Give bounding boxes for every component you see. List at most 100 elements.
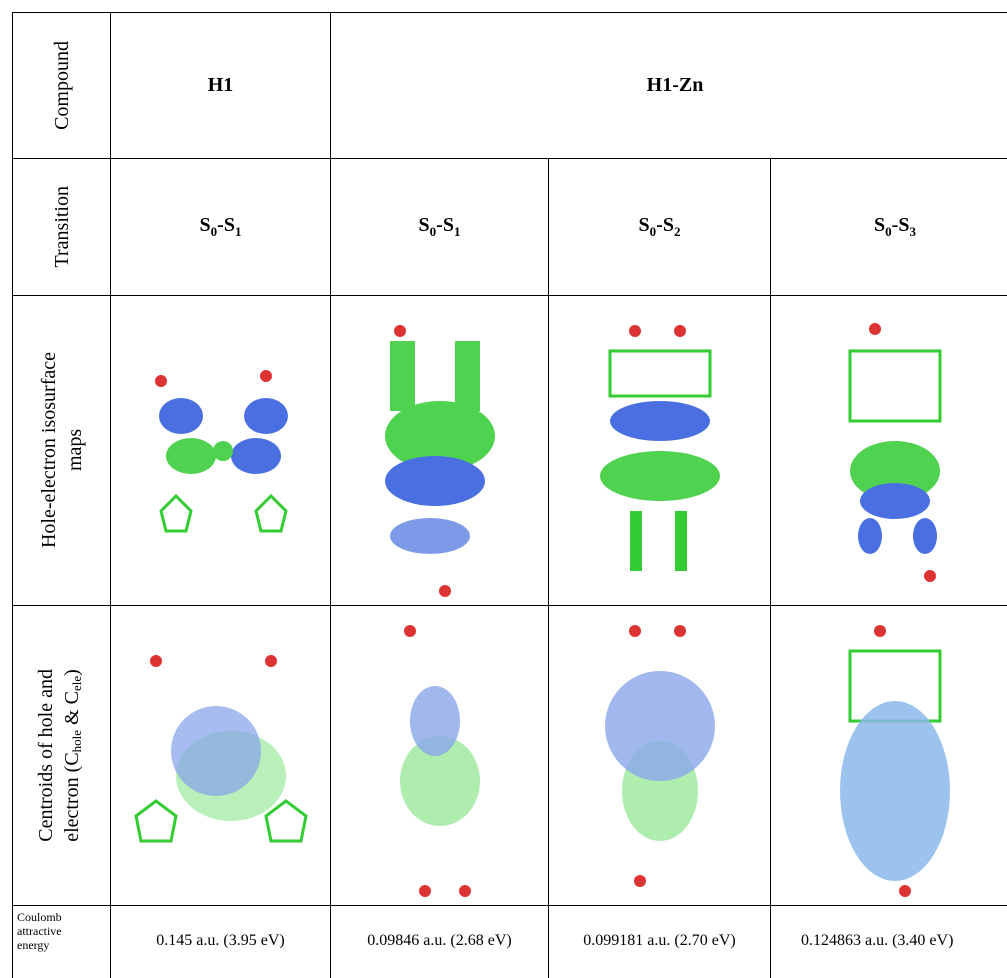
header-cell: Compound <box>12 12 111 159</box>
molecule-image <box>121 641 321 871</box>
coulomb-value: 0.09846 a.u. (2.68 eV) <box>367 932 511 950</box>
ring <box>161 496 191 531</box>
text: -S <box>436 214 454 236</box>
header-cell: Centroids of hole and electron (Chole & … <box>12 605 111 906</box>
molecule-image <box>131 361 311 541</box>
text: S <box>419 214 430 236</box>
subscript: ele <box>69 676 84 691</box>
isosurface <box>860 483 930 519</box>
molecule-image <box>360 611 520 901</box>
image-cell <box>330 605 549 906</box>
atom <box>394 325 406 337</box>
molecule-image <box>575 611 745 901</box>
atom <box>674 325 686 337</box>
subscript: hole <box>69 730 84 752</box>
row-header: Hole-electron isosurface maps <box>36 352 88 548</box>
compound: H1-Zn <box>647 74 704 97</box>
text: S <box>200 214 211 236</box>
coulomb-value: 0.124863 a.u. (3.40 eV) <box>801 932 953 950</box>
row-header: Centroids of hole and electron (Chole & … <box>33 669 90 842</box>
hole-centroid <box>840 701 950 881</box>
subscript: 1 <box>235 224 242 239</box>
text: -S <box>656 214 674 236</box>
isosurface <box>913 518 937 554</box>
text-line: maps <box>64 429 86 471</box>
row-header: Transition <box>49 186 75 268</box>
subscript: 3 <box>909 224 916 239</box>
image-cell <box>770 295 1007 606</box>
atom <box>404 625 416 637</box>
text-line: electron (Chole & Cele) <box>61 669 83 842</box>
coulomb-value: 0.099181 a.u. (2.70 eV) <box>583 932 735 950</box>
atom <box>459 885 471 897</box>
image-cell <box>330 295 549 606</box>
ring <box>610 351 710 396</box>
image-cell <box>548 605 771 906</box>
transition: S0-S1 <box>200 214 242 240</box>
text: ) <box>61 669 83 676</box>
transition: S0-S1 <box>419 214 461 240</box>
isosurface <box>455 341 480 411</box>
image-cell <box>770 605 1007 906</box>
isosurface <box>390 518 470 554</box>
text: S <box>639 214 650 236</box>
header-cell: Coulomb attractive energy <box>12 905 111 978</box>
ring <box>850 351 940 421</box>
text: & C <box>61 691 83 730</box>
subscript: 1 <box>454 224 461 239</box>
isosurface <box>600 451 720 501</box>
coulomb-value: 0.145 a.u. (3.95 eV) <box>156 932 284 950</box>
value-cell: 0.09846 a.u. (2.68 eV) <box>330 905 549 978</box>
value-cell: 0.099181 a.u. (2.70 eV) <box>548 905 771 978</box>
isosurface <box>159 398 203 434</box>
molecule-image <box>360 301 520 601</box>
row-header: Compound <box>49 41 75 130</box>
ring <box>266 801 306 841</box>
molecule-image <box>810 311 980 591</box>
atom <box>899 885 911 897</box>
atom <box>629 625 641 637</box>
text: -S <box>217 214 235 236</box>
image-cell <box>110 295 331 606</box>
header-cell: Transition <box>12 158 111 296</box>
transition: S0-S2 <box>639 214 681 240</box>
transition-cell: S0-S1 <box>110 158 331 296</box>
molecule-image <box>575 311 745 591</box>
text: electron (C <box>61 752 83 841</box>
image-cell <box>110 605 331 906</box>
header-cell: Hole-electron isosurface maps <box>12 295 111 606</box>
text-line: attractive <box>17 924 62 938</box>
compound: H1 <box>208 74 234 97</box>
isosurface <box>385 456 485 506</box>
atom <box>260 370 272 382</box>
atom <box>629 325 641 337</box>
chain <box>630 511 642 571</box>
value-cell: 0.145 a.u. (3.95 eV) <box>110 905 331 978</box>
transition-cell: S0-S3 <box>770 158 1007 296</box>
isosurface <box>244 398 288 434</box>
text-line: energy <box>17 938 49 952</box>
ring <box>256 496 286 531</box>
text: -S <box>892 214 910 236</box>
isosurface <box>858 518 882 554</box>
atom <box>869 323 881 335</box>
ring <box>136 801 176 841</box>
transition-cell: S0-S1 <box>330 158 549 296</box>
text-line: Coulomb <box>17 910 62 924</box>
isosurface <box>610 401 710 441</box>
atom <box>419 885 431 897</box>
hole-centroid <box>171 706 261 796</box>
atom <box>874 625 886 637</box>
atom <box>634 875 646 887</box>
atom <box>924 570 936 582</box>
atom <box>265 655 277 667</box>
text: S <box>874 214 885 236</box>
chain <box>675 511 687 571</box>
text-line: Centroids of hole and <box>35 669 57 842</box>
compound-cell: H1-Zn <box>330 12 1007 159</box>
atom <box>150 655 162 667</box>
atom <box>155 375 167 387</box>
hole-centroid <box>410 686 460 756</box>
isosurface <box>390 341 415 411</box>
transition-cell: S0-S2 <box>548 158 771 296</box>
